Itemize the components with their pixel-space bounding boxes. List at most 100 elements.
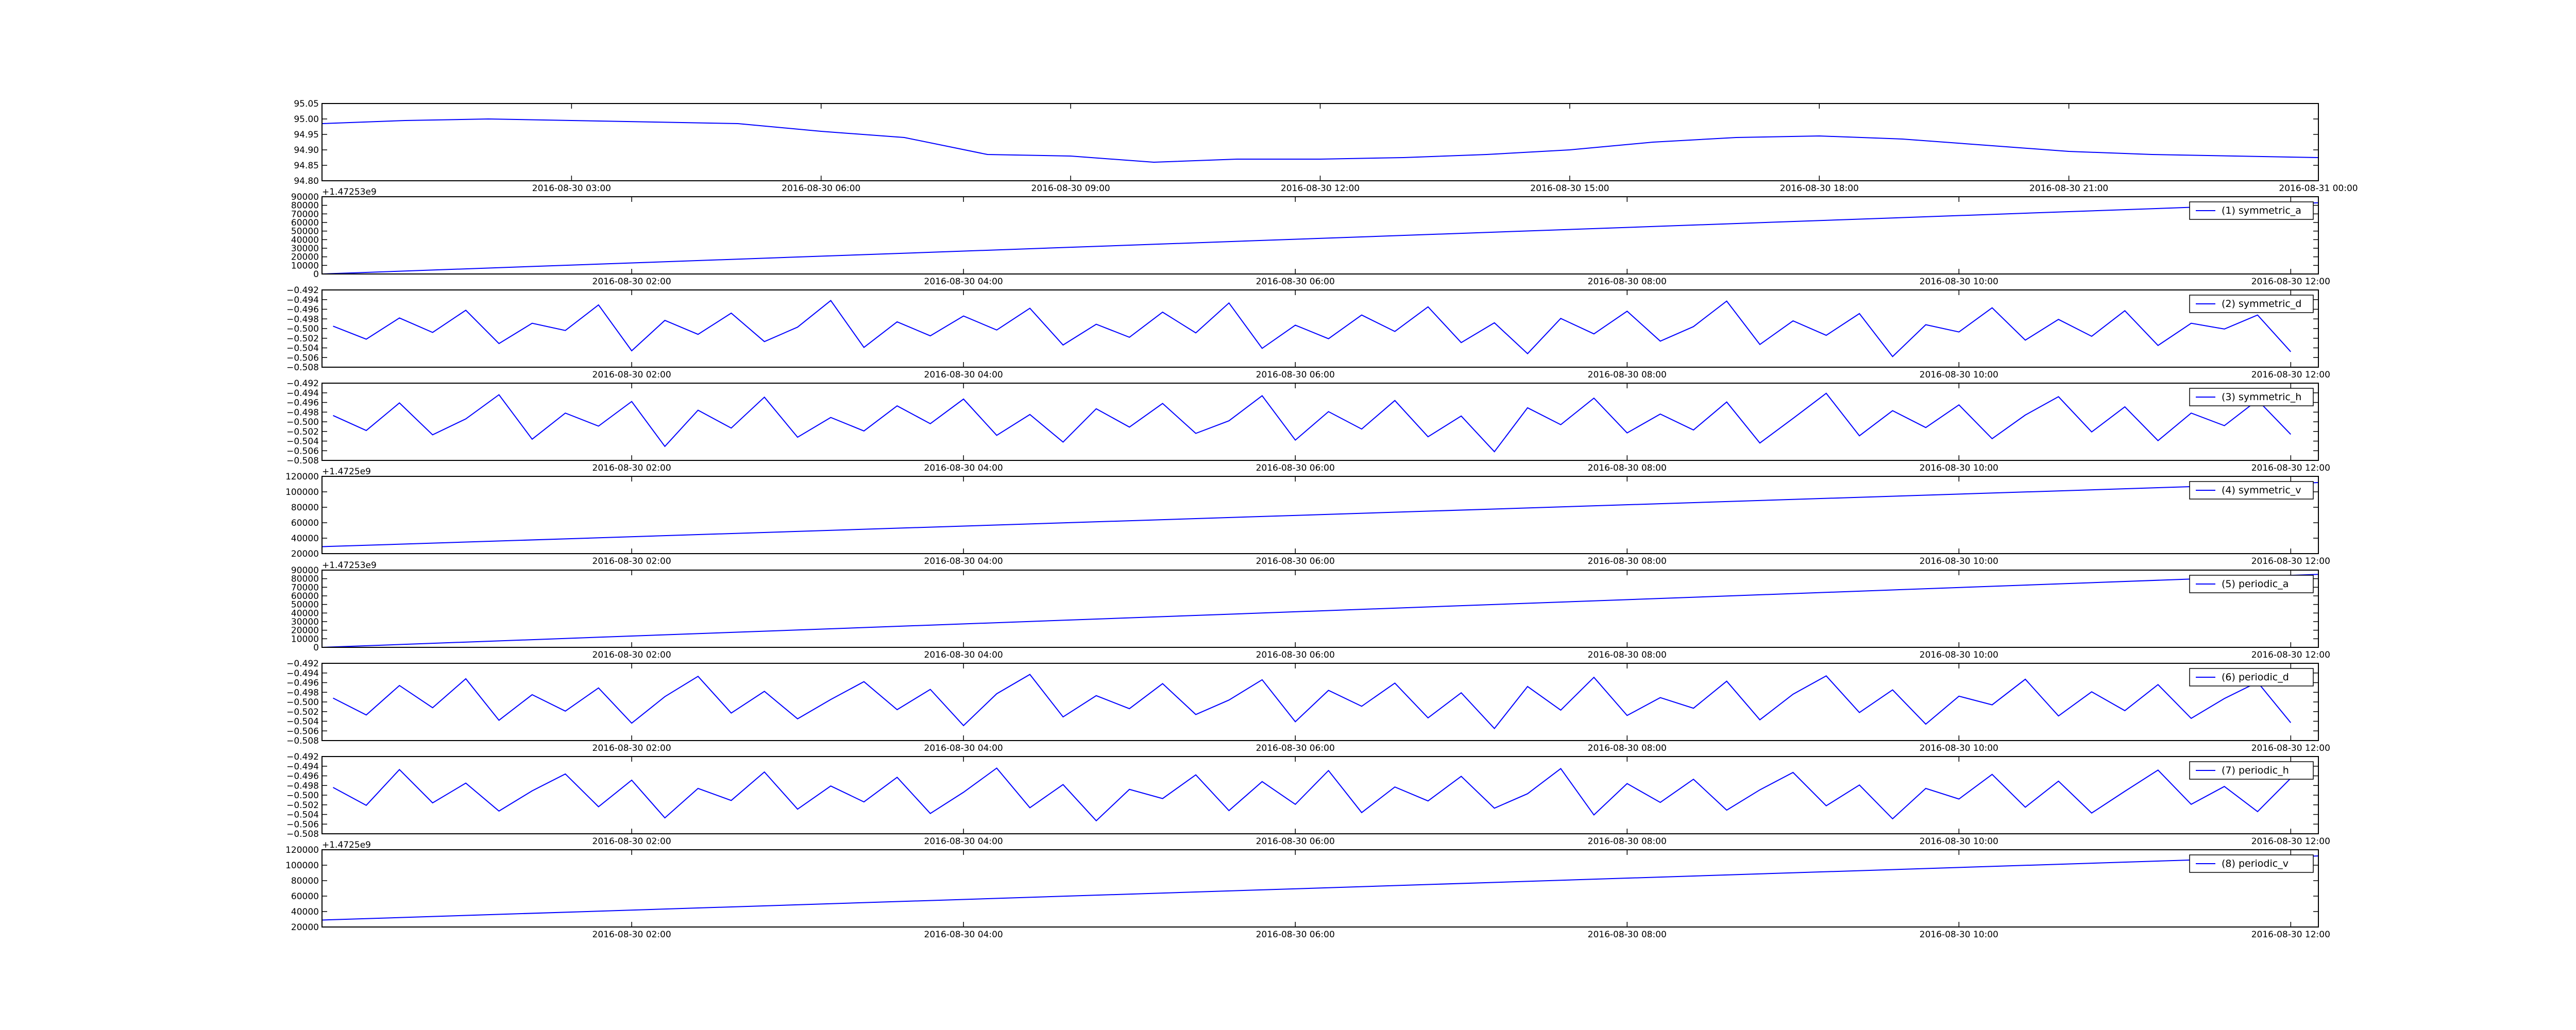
legend-label: (6) periodic_d [2222, 672, 2289, 683]
x-tick-label: 2016-08-30 04:00 [924, 370, 1003, 380]
x-tick-label: 2016-08-30 02:00 [592, 277, 671, 287]
y-tick-label: −0.508 [286, 363, 319, 373]
y-tick-label: −0.500 [286, 697, 319, 708]
x-tick-label: 2016-08-30 10:00 [1920, 650, 1998, 660]
y-tick-label: 40000 [291, 907, 319, 917]
legend-label: (5) periodic_a [2222, 578, 2289, 590]
x-tick-label: 2016-08-30 04:00 [924, 650, 1003, 660]
y-tick-label: −0.494 [286, 388, 319, 399]
y-tick-label: 94.80 [294, 176, 319, 186]
legend-label: (8) periodic_v [2222, 858, 2289, 869]
y-tick-label: −0.504 [286, 810, 319, 820]
x-tick-label: 2016-08-30 04:00 [924, 836, 1003, 847]
y-tick-label: 80000 [291, 503, 319, 513]
y-tick-label: 20000 [291, 626, 319, 636]
axes-frame [321, 756, 2319, 834]
data-line [322, 202, 2318, 274]
y-tick-label: 40000 [291, 534, 319, 544]
y-tick-label: 0 [313, 269, 319, 280]
x-tick-label: 2016-08-30 12:00 [2251, 463, 2330, 473]
y-tick-label: 30000 [291, 244, 319, 254]
y-tick-label: 94.95 [294, 130, 319, 140]
x-tick-label: 2016-08-30 21:00 [2029, 183, 2108, 194]
y-tick-label: −0.506 [286, 446, 319, 456]
y-tick-label: −0.496 [286, 398, 319, 408]
x-tick-label: 2016-08-30 08:00 [1588, 370, 1667, 380]
data-line [322, 482, 2318, 547]
x-tick-label: 2016-08-30 12:00 [2251, 743, 2330, 753]
y-tick-label: 70000 [291, 209, 319, 219]
y-tick-label: −0.502 [286, 427, 319, 437]
y-tick-label: 80000 [291, 876, 319, 886]
y-tick-label: −0.500 [286, 417, 319, 427]
y-tick-label: −0.498 [286, 688, 319, 698]
x-tick-label: 2016-08-30 06:00 [1256, 930, 1335, 940]
y-tick-label: −0.508 [286, 456, 319, 466]
legend-label: (1) symmetric_a [2222, 205, 2301, 216]
y-tick-label: −0.494 [286, 762, 319, 772]
y-tick-label: −0.508 [286, 829, 319, 839]
x-tick-label: 2016-08-30 02:00 [592, 930, 671, 940]
y-tick-label: 95.00 [294, 114, 319, 125]
x-tick-label: 2016-08-30 02:00 [592, 370, 671, 380]
data-line [333, 767, 2292, 822]
x-tick-label: 2016-08-30 10:00 [1920, 556, 1998, 566]
x-tick-label: 2016-08-30 03:00 [532, 183, 611, 194]
y-tick-label: 94.90 [294, 145, 319, 156]
x-tick-label: 2016-08-30 06:00 [1256, 277, 1335, 287]
y-tick-label: 60000 [291, 518, 319, 528]
y-tick-label: 70000 [291, 582, 319, 593]
offset-text: +1.4725e9 [322, 467, 371, 477]
x-tick-label: 2016-08-30 12:00 [2251, 836, 2330, 847]
data-line [322, 118, 2318, 163]
x-tick-label: 2016-08-30 08:00 [1588, 650, 1667, 660]
x-tick-label: 2016-08-30 06:00 [782, 183, 860, 194]
axes-frame [321, 289, 2319, 368]
y-tick-label: −0.502 [286, 800, 319, 811]
x-tick-label: 2016-08-30 02:00 [592, 836, 671, 847]
y-tick-label: 20000 [291, 549, 319, 559]
x-tick-label: 2016-08-30 12:00 [2251, 650, 2330, 660]
y-tick-label: −0.506 [286, 353, 319, 363]
x-tick-label: 2016-08-30 08:00 [1588, 277, 1667, 287]
x-tick-label: 2016-08-30 12:00 [1281, 183, 1360, 194]
y-tick-label: −0.492 [286, 379, 319, 389]
x-tick-label: 2016-08-30 04:00 [924, 556, 1003, 566]
x-tick-label: 2016-08-30 06:00 [1256, 370, 1335, 380]
axes-frame [321, 663, 2319, 741]
x-tick-label: 2016-08-30 12:00 [2251, 277, 2330, 287]
offset-text: +1.47253e9 [322, 560, 377, 571]
x-tick-label: 2016-08-30 02:00 [592, 650, 671, 660]
legend-box [2189, 295, 2314, 313]
x-tick-label: 2016-08-30 04:00 [924, 743, 1003, 753]
x-tick-label: 2016-08-30 04:00 [924, 463, 1003, 473]
x-tick-label: 2016-08-30 12:00 [2251, 930, 2330, 940]
legend-label: (3) symmetric_h [2222, 391, 2301, 403]
y-tick-label: 60000 [291, 591, 319, 602]
axes-frame [321, 570, 2319, 648]
y-tick-label: −0.496 [286, 678, 319, 689]
y-tick-label: −0.502 [286, 707, 319, 717]
x-tick-label: 2016-08-30 08:00 [1588, 930, 1667, 940]
x-tick-label: 2016-08-30 12:00 [2251, 556, 2330, 566]
y-tick-label: 100000 [285, 487, 319, 497]
axes-frame [321, 196, 2319, 274]
x-tick-label: 2016-08-30 08:00 [1588, 743, 1667, 753]
axes-frame [321, 849, 2319, 928]
x-tick-label: 2016-08-30 08:00 [1588, 463, 1667, 473]
y-tick-label: 50000 [291, 600, 319, 610]
y-tick-label: −0.506 [286, 819, 319, 830]
y-tick-label: 40000 [291, 235, 319, 245]
x-tick-label: 2016-08-30 06:00 [1256, 463, 1335, 473]
x-tick-label: 2016-08-30 12:00 [2251, 370, 2330, 380]
y-tick-label: 90000 [291, 192, 319, 202]
y-tick-label: −0.502 [286, 334, 319, 344]
x-tick-label: 2016-08-31 00:00 [2279, 183, 2358, 194]
y-tick-label: 20000 [291, 252, 319, 263]
y-tick-label: 10000 [291, 634, 319, 644]
data-line [333, 674, 2292, 730]
y-tick-label: 60000 [291, 218, 319, 228]
y-tick-label: 95.05 [294, 99, 319, 109]
